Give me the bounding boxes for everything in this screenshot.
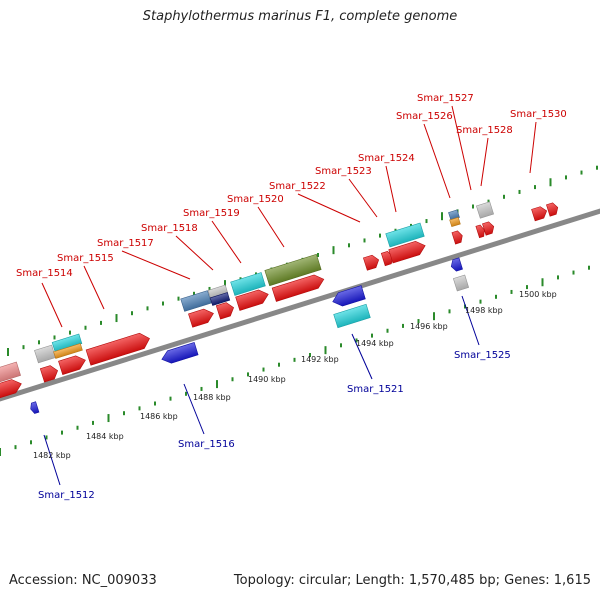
gene-label: Smar_1521	[347, 384, 404, 395]
genome-backbone	[0, 208, 600, 402]
label-leader	[423, 123, 451, 199]
label-leader	[451, 105, 472, 191]
gene-label: Smar_1516	[178, 439, 235, 450]
gene-red-1518	[188, 308, 214, 328]
gene-orange-1515	[53, 343, 83, 359]
label-leader	[175, 235, 214, 271]
gene-gray-1525	[452, 274, 470, 292]
gene-red-1519	[215, 302, 235, 320]
gene-label: Smar_1519	[183, 208, 240, 219]
gene-label: Smar_1523	[315, 166, 372, 177]
label-leader	[348, 178, 378, 218]
scale-label: 1492 kbp	[301, 355, 339, 364]
gene-label: Smar_1514	[16, 268, 73, 279]
gene-blue-1521	[332, 285, 366, 307]
label-leader	[211, 220, 242, 264]
scale-label: 1484 kbp	[86, 432, 124, 441]
label-leader	[529, 121, 537, 174]
scale-label: 1498 kbp	[465, 306, 503, 315]
gene-gray-1527	[476, 201, 494, 219]
label-leader	[385, 165, 397, 213]
gene-red-1524b	[388, 241, 426, 264]
accession-text: Accession: NC_009033	[9, 573, 157, 588]
gene-orange-1526	[449, 216, 461, 228]
gene-red-1523	[363, 254, 380, 271]
gene-navy-1519	[209, 292, 231, 306]
scale-label: 1482 kbp	[33, 451, 71, 460]
label-leader	[480, 137, 489, 187]
gene-red-1514b	[39, 365, 59, 383]
gene-labels: Smar_1514 Smar_1515 Smar_1517 Smar_1518 Smar…	[16, 93, 567, 501]
gene-label: Smar_1525	[454, 350, 511, 361]
gene-blue-1525	[450, 257, 463, 272]
label-leader	[257, 206, 285, 248]
gene-label: Smar_1527	[417, 93, 474, 104]
lower-tick-row	[0, 265, 590, 456]
label-leader-lines	[41, 105, 537, 486]
gene-blue-1516	[161, 342, 199, 364]
gene-label: Smar_1522	[269, 181, 326, 192]
scale-label: 1500 kbp	[519, 290, 557, 299]
gene-label: Smar_1530	[510, 109, 567, 120]
label-leader	[83, 265, 105, 310]
label-leader	[121, 250, 191, 280]
gene-blue-1512	[30, 401, 40, 414]
map-title: Staphylothermus marinus F1, complete gen…	[142, 9, 458, 24]
gene-cyan-1515	[51, 333, 83, 353]
gene-label: Smar_1528	[456, 125, 513, 136]
scale-label: 1486 kbp	[140, 412, 178, 421]
scale-label: 1488 kbp	[193, 393, 231, 402]
upper-tick-row	[7, 165, 598, 356]
scale-label: 1496 kbp	[410, 322, 448, 331]
gene-label: Smar_1526	[396, 111, 453, 122]
gene-olive-1522	[264, 253, 322, 287]
gene-label: Smar_1517	[97, 238, 154, 249]
gene-label: Smar_1520	[227, 194, 284, 205]
gene-red-1517	[85, 332, 150, 366]
gene-label: Smar_1515	[57, 253, 114, 264]
gene-features	[0, 201, 559, 414]
gene-cyan-1524	[385, 222, 425, 248]
gene-red-1527	[475, 224, 485, 239]
gene-red-edge	[0, 379, 22, 400]
genome-summary-text: Topology: circular; Length: 1,570,485 bp…	[233, 573, 591, 588]
gene-label: Smar_1518	[141, 223, 198, 234]
gene-label: Smar_1524	[358, 153, 415, 164]
gene-red-1530b	[546, 202, 559, 217]
gene-red-1522	[271, 274, 325, 302]
gene-red-1515	[58, 355, 86, 375]
label-leader	[41, 282, 63, 328]
gene-red-1528	[482, 221, 495, 236]
gene-red-1530	[531, 206, 548, 222]
label-leader	[183, 383, 205, 435]
scale-label: 1490 kbp	[248, 375, 286, 384]
gene-pink-edge	[0, 361, 21, 383]
gene-cyan-1520	[230, 272, 266, 296]
scale-tick-rows	[0, 165, 598, 456]
label-leader	[461, 295, 480, 346]
label-leader	[43, 434, 61, 486]
label-leader	[297, 193, 361, 223]
gene-red-1520	[235, 289, 269, 311]
label-leader	[351, 333, 373, 380]
scale-label: 1494 kbp	[356, 339, 394, 348]
gene-steel-1518	[180, 290, 212, 312]
scale-labels: 1482 kbp 1484 kbp 1486 kbp 1488 kbp 1490 kbp…	[33, 290, 557, 460]
gene-red-1526	[451, 230, 463, 245]
gene-label: Smar_1512	[38, 490, 95, 501]
gene-gray-1514	[34, 344, 56, 364]
gene-cyan-1521	[333, 303, 371, 329]
